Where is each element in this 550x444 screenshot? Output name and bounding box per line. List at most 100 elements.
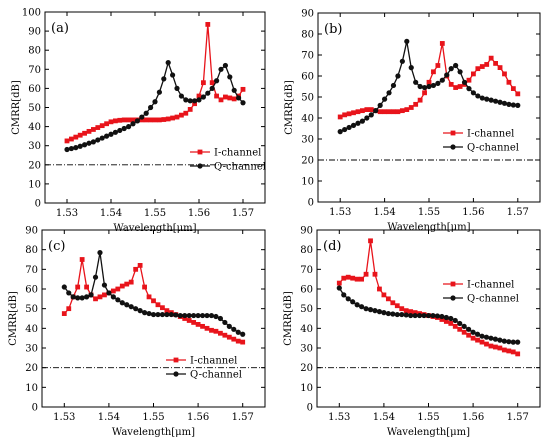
data-point: [377, 286, 382, 292]
data-point: [408, 105, 414, 110]
y-tick-label: 80: [301, 30, 314, 41]
data-point: [470, 329, 476, 335]
x-tick-label: 1.57: [232, 208, 254, 219]
data-point: [155, 311, 161, 318]
data-point: [191, 312, 197, 319]
data-point: [359, 276, 364, 282]
legend-marker: [450, 295, 456, 301]
data-point: [146, 294, 152, 300]
x-tick-label: 1.55: [418, 207, 440, 218]
data-point: [170, 72, 176, 78]
data-point: [484, 62, 490, 67]
data-point: [64, 146, 70, 153]
data-point: [493, 98, 499, 104]
y-tick-label: 50: [25, 304, 38, 315]
data-point: [104, 133, 110, 139]
data-point: [240, 331, 246, 337]
data-point: [134, 118, 140, 124]
data-point: [355, 109, 361, 115]
data-point: [360, 108, 365, 114]
data-point: [115, 297, 121, 303]
data-point: [77, 132, 83, 138]
y-tick-label: 30: [301, 135, 314, 146]
data-point: [151, 298, 156, 304]
data-point: [413, 79, 419, 85]
data-point: [164, 308, 170, 314]
data-point: [161, 76, 167, 82]
legend-marker: [173, 357, 179, 363]
data-point: [79, 295, 85, 301]
data-point: [143, 117, 149, 123]
data-point: [444, 72, 450, 78]
data-point: [61, 284, 67, 290]
data-point: [457, 69, 463, 75]
data-point: [345, 274, 351, 280]
data-point: [475, 93, 481, 99]
data-point: [70, 294, 76, 300]
data-point: [492, 336, 498, 342]
data-point: [461, 323, 467, 329]
x-tick-label: 1.56: [462, 207, 484, 218]
panel-label: (c): [48, 239, 65, 254]
y-tick-label: 90: [28, 27, 41, 38]
series-q-channel: [336, 285, 521, 345]
data-point: [148, 117, 153, 123]
y-tick-label: 20: [25, 363, 38, 374]
data-point: [470, 90, 476, 96]
data-point: [150, 311, 157, 318]
data-point: [99, 123, 105, 129]
data-point: [121, 125, 127, 132]
data-point: [395, 109, 401, 115]
data-point: [183, 97, 189, 103]
x-tick-label: 1.56: [187, 412, 209, 423]
data-point: [128, 279, 134, 285]
data-point: [209, 85, 215, 91]
x-tick-label: 1.54: [373, 412, 395, 423]
plot-frame: [44, 11, 266, 204]
legend: I-channel Q-channel: [443, 129, 519, 154]
data-point: [381, 292, 387, 298]
data-point: [439, 317, 445, 322]
y-tick-label: 20: [300, 363, 313, 374]
data-point: [457, 326, 463, 332]
data-point: [101, 282, 108, 288]
data-point: [231, 87, 237, 93]
data-point: [82, 142, 88, 148]
data-point: [413, 101, 419, 107]
x-axis-label: Wavelength[μm]: [113, 223, 196, 234]
data-point: [222, 62, 228, 69]
data-point: [376, 309, 383, 315]
data-point: [497, 337, 503, 343]
y-tick-label: 30: [300, 344, 313, 355]
data-point: [186, 312, 192, 319]
data-point: [84, 294, 90, 300]
data-point: [66, 290, 72, 296]
data-point: [213, 313, 219, 320]
legend: I-channel Q-channel: [443, 280, 519, 305]
data-point: [501, 100, 508, 106]
y-tick-label: 10: [301, 177, 314, 188]
data-point: [174, 85, 180, 91]
legend: I-channel Q-channel: [190, 148, 266, 173]
data-point: [448, 321, 454, 326]
data-point: [142, 284, 147, 290]
data-point: [213, 328, 219, 334]
data-point: [510, 86, 516, 91]
y-tick-label: 60: [300, 285, 313, 296]
y-tick-label: 80: [28, 46, 41, 57]
y-tick-label: 0: [35, 199, 41, 210]
data-point: [394, 311, 400, 318]
y-tick-label: 20: [301, 156, 314, 167]
panel-c: 0 10 20 30 40 50 60 70 80 90 1.53 1.54 1.55 1.56 1.57 W…: [8, 226, 266, 438]
data-point: [152, 117, 158, 123]
data-point: [217, 315, 223, 322]
data-point: [368, 238, 373, 244]
data-point: [341, 292, 347, 298]
data-point: [382, 96, 388, 102]
data-point: [191, 320, 197, 325]
data-point: [160, 305, 165, 311]
data-point: [73, 145, 79, 151]
data-point: [391, 109, 396, 115]
data-point: [381, 310, 387, 316]
